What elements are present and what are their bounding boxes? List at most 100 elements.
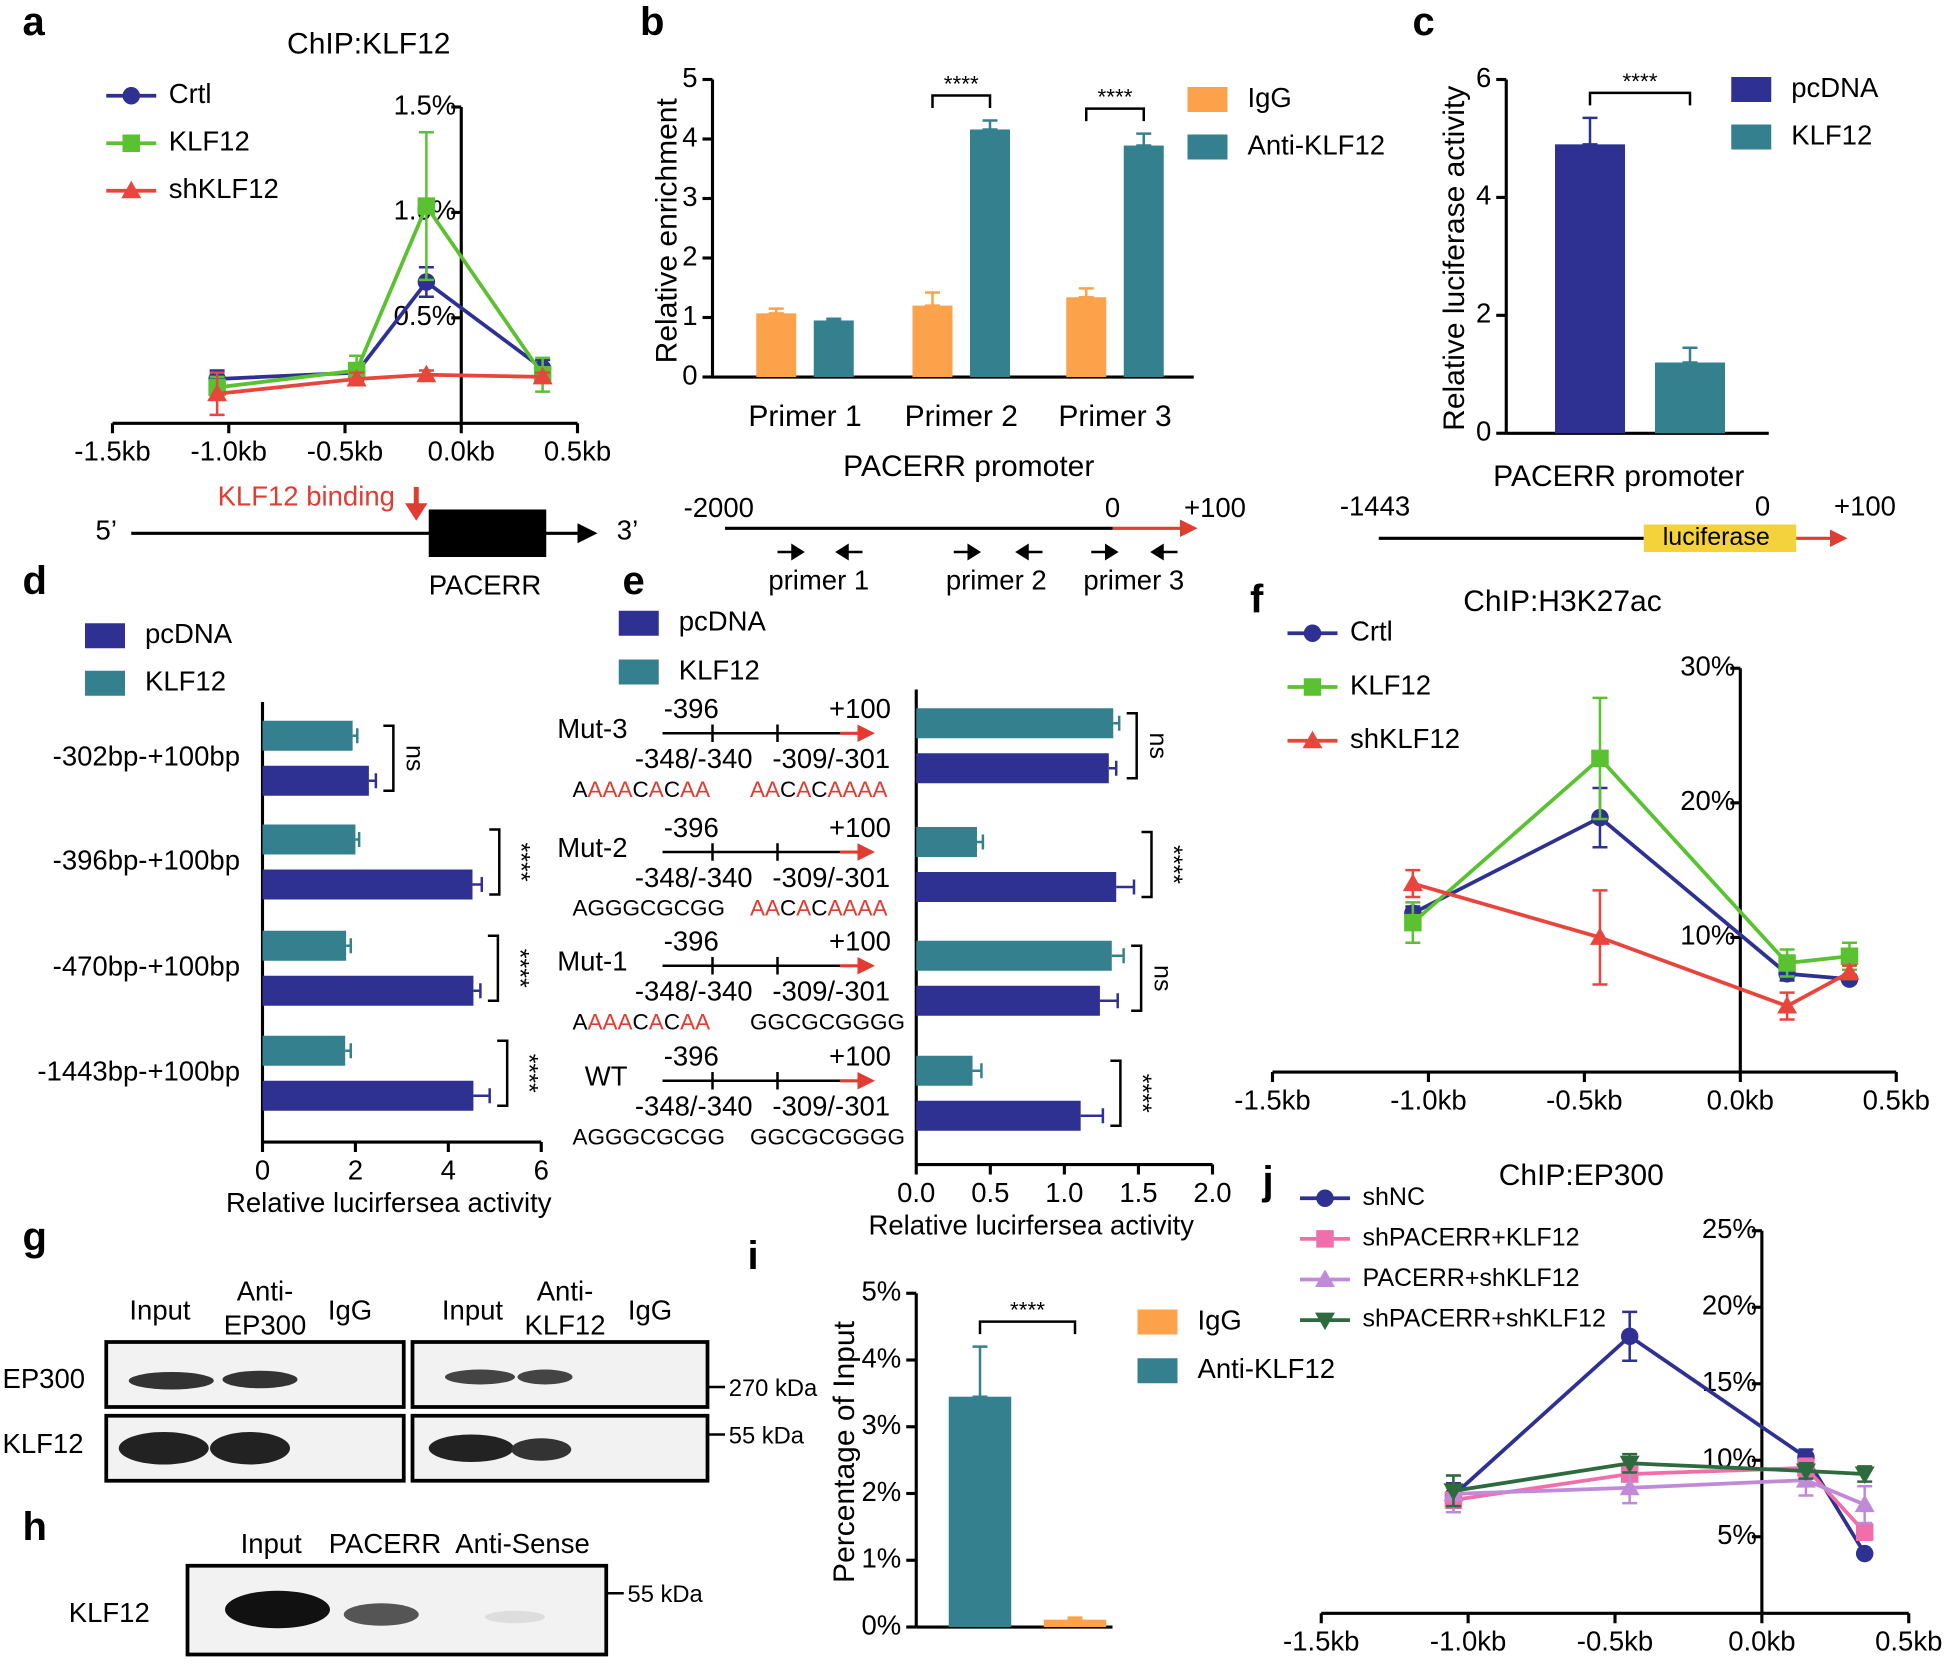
y-tick-label: 0 [1476,416,1491,447]
sequence-segment: AGGGCGCGG [573,1124,726,1149]
primer-label: primer 1 [768,564,869,595]
data-point [416,364,437,383]
x-tick-label: -1.5kb [1283,1626,1359,1657]
y-tick-label: WT [585,1061,628,1092]
position-label: +100 [829,1041,891,1072]
x-tick-label: 0.0kb [1728,1626,1795,1657]
lane-label: Input [442,1294,504,1325]
legend-label: pcDNA [679,606,767,637]
data-point [1854,1466,1875,1485]
data-point [1854,1494,1875,1513]
x-tick-label: -1.0kb [191,436,267,467]
x-tick-label: -1.0kb [1390,1084,1466,1115]
site-label: -348/-340 [635,862,753,893]
data-point [417,273,436,291]
size-marker: 270 kDa [729,1375,818,1402]
site-label: -348/-340 [635,1091,753,1122]
legend-label: shKLF12 [169,173,279,204]
series-line [1453,1461,1865,1493]
legend-marker [121,180,142,199]
error-bar [472,877,484,892]
panel-label: j [1262,1159,1274,1203]
arrow-head [577,523,598,544]
y-tick-label: 4 [1476,180,1491,211]
legend-label: Anti-KLF12 [1198,1353,1336,1384]
legend-label: pcDNA [145,618,233,649]
legend-marker [1316,1230,1334,1248]
y-tick-label: 0 [682,359,697,390]
error-bar [1136,132,1152,147]
lane-label: Input [129,1294,191,1325]
lane-label: Anti- [237,1276,294,1307]
bar [262,720,353,751]
gene-box [428,509,547,557]
x-tick-label: 0.5kb [1875,1626,1942,1657]
bar [948,1396,1012,1627]
position-label: +100 [1834,491,1896,522]
bar [916,1100,1081,1131]
sequence-segment: C [664,777,680,802]
sequence-segment: GGCGCGGGG [750,1009,905,1034]
y-tick-label: 0% [862,1609,902,1640]
size-marker: 55 kDa [729,1422,805,1449]
site-label: -309/-301 [772,743,890,774]
error-bar [1682,346,1698,364]
data-point [1402,873,1423,892]
error-bar [368,773,378,789]
arrow-head [857,843,875,861]
lane-label: KLF12 [524,1309,605,1340]
error-bar [1067,1616,1083,1621]
three-prime: 3’ [617,514,638,545]
y-tick-label: 1 [682,300,697,331]
arrow-head [857,957,875,975]
data-point [1443,1483,1464,1501]
x-tick-label: -1.5kb [1234,1084,1310,1115]
significance-bracket [1085,107,1145,122]
y-tick-label: 30% [1680,651,1735,682]
panel-label: g [23,1215,47,1259]
significance-label: **** [505,949,533,988]
data-point [1855,1544,1874,1563]
x-tick-label: 0.5 [971,1177,1009,1208]
legend-label: Anti-KLF12 [1248,129,1386,160]
five-prime: 5’ [96,514,117,545]
site-label: -348/-340 [635,976,753,1007]
error-bar [1108,760,1118,776]
y-tick-label: 20% [1680,785,1735,816]
bar [916,827,977,857]
legend-label: KLF12 [169,126,250,157]
error-bar [473,1088,491,1104]
x-tick-label: 0.0kb [428,436,495,467]
data-point [1619,1477,1640,1496]
band [222,1370,298,1389]
band [428,1434,514,1462]
reporter-label: luciferase [1663,523,1770,551]
data-point [417,197,436,215]
panel-label: d [23,559,47,603]
site-label: -309/-301 [772,1091,890,1122]
bar [262,824,356,855]
sequence: AGGGCGCGG [573,895,726,920]
x-tick-label: -1.0kb [1430,1626,1506,1657]
error-bar [346,938,353,954]
site-label: -309/-301 [772,976,890,1007]
legend-label: KLF12 [679,654,760,685]
error-bar [1078,287,1094,299]
y-tick-label: 2 [1476,298,1491,329]
error-bar [355,832,361,847]
sequence-segment: A [796,895,811,920]
primer-label: primer 2 [946,564,1047,595]
legend-swatch [1137,1309,1178,1335]
series-line [216,202,545,390]
legend-swatch [1187,87,1228,112]
significance-label: **** [507,843,535,882]
y-tick-label: Mut-3 [557,713,627,744]
x-tick-label: 1.5 [1119,1177,1157,1208]
chart-title: ChIP:EP300 [1499,1159,1664,1192]
legend-swatch [618,610,659,636]
panel-label: i [748,1234,759,1278]
legend-marker [1315,1312,1335,1331]
legend-marker [1302,730,1323,749]
sequence-segment: AA [750,895,780,920]
bar [912,305,953,377]
